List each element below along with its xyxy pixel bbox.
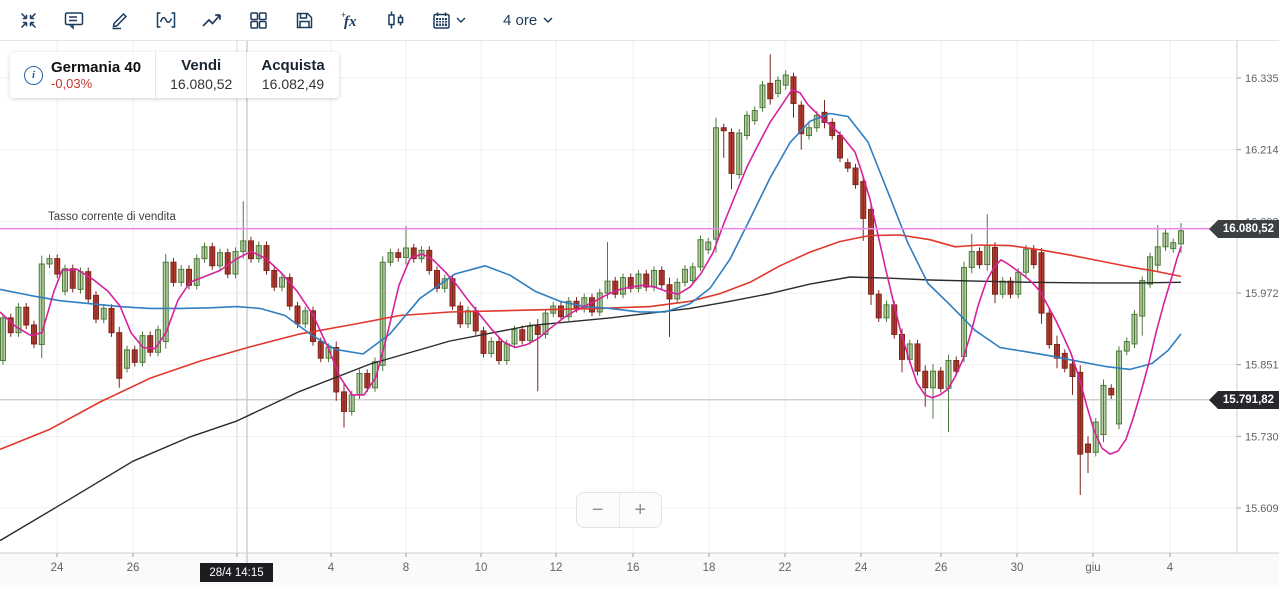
x-axis-label: 8 xyxy=(403,562,409,574)
save-icon xyxy=(296,12,312,28)
indicators-button[interactable] xyxy=(143,0,189,40)
buy-quote-button[interactable]: Acquista 16.082,49 xyxy=(247,52,338,98)
save-button[interactable] xyxy=(281,0,327,40)
sell-price: 16.080,52 xyxy=(170,76,233,92)
trendline-icon xyxy=(202,14,221,27)
collapse-button[interactable] xyxy=(5,0,51,40)
buy-price: 16.082,49 xyxy=(261,76,325,92)
x-axis-label: 26 xyxy=(127,562,140,574)
sell-quote-button[interactable]: Vendi 16.080,52 xyxy=(156,52,246,98)
x-axis-label: 30 xyxy=(1011,562,1024,574)
ma-fast-magenta xyxy=(0,89,1182,455)
function-button[interactable]: + fx xyxy=(327,0,373,40)
x-axis-label: 24 xyxy=(855,562,868,574)
x-axis-label: 16 xyxy=(627,562,640,574)
instrument-change: -0,03% xyxy=(51,76,93,91)
x-axis-label: 24 xyxy=(51,562,64,574)
news-note-button[interactable] xyxy=(51,0,97,40)
x-axis-label: 22 xyxy=(779,562,792,574)
collapse-icon xyxy=(20,12,36,28)
buy-label: Acquista xyxy=(261,57,325,74)
news-note-icon xyxy=(64,11,84,30)
y-axis-label: 15.730,00 xyxy=(1245,431,1279,443)
sell-price-tag: 16.080,52 xyxy=(1209,219,1279,238)
y-axis-label: 15.972,00 xyxy=(1245,288,1279,300)
zoom-out-button[interactable]: − xyxy=(577,493,620,527)
position-tag-value: 15.791,82 xyxy=(1222,393,1275,406)
crosshair-date-tooltip: 28/4 14:15 xyxy=(200,563,273,582)
x-axis-label: 18 xyxy=(703,562,716,574)
instrument-cell: i Germania 40 -0,03% xyxy=(10,52,155,98)
x-axis-label: giu xyxy=(1085,562,1100,574)
y-axis-label: 16.214,00 xyxy=(1245,145,1279,157)
y-axis-label: 16.335,00 xyxy=(1245,73,1279,85)
tag-arrow xyxy=(1209,390,1218,409)
divider xyxy=(246,52,248,98)
chevron-down-icon xyxy=(456,17,466,23)
position-price-tag: 15.791,82 xyxy=(1209,390,1279,409)
y-axis-label: 15.851,00 xyxy=(1245,360,1279,372)
indicators-icon xyxy=(156,12,176,28)
instrument-name: Germania 40 xyxy=(51,59,142,76)
svg-text:+: + xyxy=(341,10,346,20)
pencil-draw-icon xyxy=(112,12,128,30)
candles-layer xyxy=(0,74,1184,455)
draw-button[interactable] xyxy=(97,0,143,40)
sell-label: Vendi xyxy=(181,57,222,74)
chart-toolbar: + fx 4 ore xyxy=(0,0,1279,41)
divider xyxy=(155,52,157,98)
interval-dropdown[interactable]: 4 ore xyxy=(497,11,559,30)
layout-grid-button[interactable] xyxy=(235,0,281,40)
sell-tag-value: 16.080,52 xyxy=(1222,222,1275,235)
x-axis-label: 4 xyxy=(1167,562,1174,574)
x-axis-label: 10 xyxy=(475,562,488,574)
calendar-icon xyxy=(433,12,450,29)
price-axis-strip xyxy=(1237,41,1279,553)
x-axis-label: 26 xyxy=(935,562,948,574)
y-axis-label: 15.609,00 xyxy=(1245,503,1279,515)
ma-long-black xyxy=(0,276,1182,542)
chart-type-button[interactable] xyxy=(373,0,419,40)
chevron-down-icon xyxy=(543,17,553,23)
svg-text:fx: fx xyxy=(344,14,357,30)
ma-slow-red xyxy=(0,234,1182,451)
chart-layout-grid-icon xyxy=(249,11,267,29)
instrument-quote-card: i Germania 40 -0,03% Vendi 16.080,52 Acq… xyxy=(10,52,339,98)
x-axis-label: 12 xyxy=(550,562,563,574)
trendline-button[interactable] xyxy=(189,0,235,40)
ma-mid-blue xyxy=(0,112,1182,371)
tag-arrow xyxy=(1209,219,1218,238)
calendar-button[interactable] xyxy=(419,0,479,40)
zoom-controls: − + xyxy=(576,492,662,528)
info-icon[interactable]: i xyxy=(24,65,43,85)
current-sell-rate-label: Tasso corrente di vendita xyxy=(48,211,176,223)
zoom-in-button[interactable]: + xyxy=(620,493,662,527)
x-axis-label: 4 xyxy=(328,562,335,574)
interval-label: 4 ore xyxy=(503,11,538,29)
chart-type-candles-icon xyxy=(388,11,404,29)
function-fx-icon: + fx xyxy=(341,10,357,30)
